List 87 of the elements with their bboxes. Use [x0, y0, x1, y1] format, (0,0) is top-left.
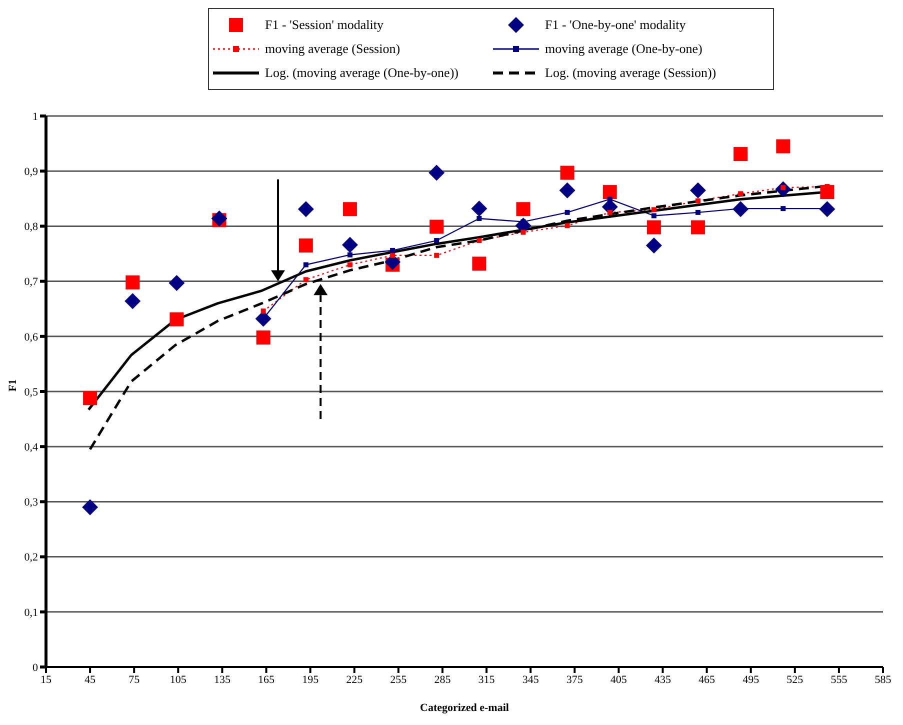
point [303, 277, 308, 282]
y-tick-label: 0,5 [24, 386, 38, 398]
x-tick-label: 255 [390, 674, 408, 686]
point [690, 220, 705, 234]
point [651, 213, 656, 218]
point [390, 252, 396, 258]
x-axis-title: Categorized e-mail [420, 702, 509, 714]
x-tick-label: 525 [786, 674, 804, 686]
point [434, 252, 440, 258]
y-tick-label: 0,7 [24, 276, 38, 288]
x-tick-label: 315 [478, 674, 496, 686]
x-tick-label: 285 [434, 674, 452, 686]
point [734, 147, 748, 162]
x-tick-label: 495 [742, 674, 760, 686]
point [298, 201, 314, 218]
point [211, 210, 228, 226]
x-tick-label: 375 [566, 674, 584, 686]
legend-label: moving average (Session) [265, 41, 400, 57]
point [516, 202, 530, 216]
point [560, 166, 574, 180]
x-tick-label: 225 [346, 674, 364, 686]
y-tick-label: 0,3 [24, 496, 38, 509]
legend-label: F1 - 'Session' modality [265, 17, 384, 33]
x-tick-label: 585 [874, 674, 892, 686]
point [471, 200, 488, 217]
point [390, 248, 396, 253]
point [651, 207, 656, 212]
x-tick-label: 435 [654, 674, 672, 686]
legend-label: moving average (One-by-one) [545, 41, 702, 57]
point [260, 308, 266, 314]
x-tick-label: 75 [128, 674, 140, 686]
point [738, 191, 744, 196]
point [564, 210, 570, 215]
point [602, 185, 617, 200]
point [347, 252, 352, 258]
y-axis-title: F1 [6, 379, 19, 392]
y-tick-label: 0,9 [24, 166, 38, 178]
x-tick-label: 195 [302, 674, 320, 686]
point [342, 236, 358, 253]
point [434, 238, 440, 244]
point [256, 330, 270, 344]
x-tick-label: 345 [522, 674, 540, 686]
point [168, 274, 185, 291]
x-tick-label: 555 [830, 674, 848, 686]
point [780, 206, 786, 212]
point [476, 216, 482, 221]
y-tick-label: 0,2 [24, 552, 38, 564]
point [347, 262, 352, 268]
point [82, 499, 98, 516]
point [607, 196, 612, 202]
point [428, 164, 445, 181]
legend-label: Log. (moving average (One-by-one)) [265, 65, 458, 81]
point [559, 182, 576, 198]
point [646, 220, 661, 234]
legend-label: F1 - 'One-by-one' modality [545, 17, 686, 33]
x-tick-label: 465 [698, 674, 716, 686]
y-tick-label: 0,1 [24, 606, 38, 619]
point [170, 312, 184, 326]
point [520, 230, 526, 235]
y-tick-label: 0,8 [24, 221, 38, 234]
point [124, 293, 141, 310]
point [430, 220, 444, 234]
x-tick-label: 45 [84, 674, 96, 686]
legend-label: Log. (moving average (Session)) [545, 65, 716, 81]
y-tick-label: 0,6 [24, 331, 38, 344]
point [646, 237, 662, 254]
point [342, 202, 357, 216]
y-tick-label: 1 [32, 110, 38, 123]
point [564, 223, 570, 228]
x-tick-label: 105 [170, 674, 187, 686]
point [126, 275, 140, 290]
point [776, 139, 790, 154]
point [472, 256, 486, 271]
x-tick-label: 165 [258, 674, 276, 686]
y-tick-label: 0,4 [24, 442, 38, 454]
x-tick-label: 135 [214, 674, 231, 686]
point [303, 262, 308, 268]
point [690, 182, 706, 198]
point [476, 238, 482, 244]
point [695, 198, 700, 204]
point [695, 210, 700, 215]
point [298, 238, 313, 252]
y-tick-label: 0 [32, 662, 38, 674]
point [607, 210, 612, 215]
point [83, 391, 98, 406]
x-tick-label: 405 [610, 674, 628, 686]
x-tick-label: 15 [40, 674, 52, 686]
